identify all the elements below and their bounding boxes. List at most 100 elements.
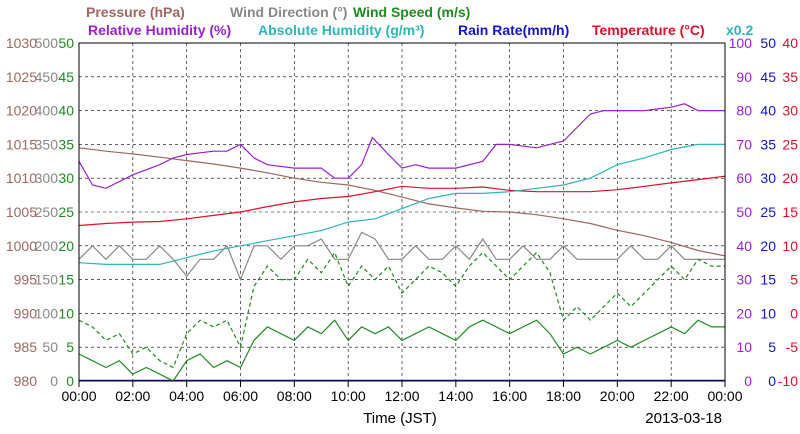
tick-temperature: 35: [782, 69, 798, 85]
series-relative-humidity: [78, 103, 725, 189]
tick-temperature: 0: [790, 305, 798, 321]
tick-pressure: 1025: [6, 69, 37, 85]
series-pressure-hpa: [78, 147, 726, 257]
tick-temperature: 5: [790, 272, 798, 288]
tick-wind-direction: 0: [50, 373, 58, 389]
x-tick-label: 04:00: [169, 388, 204, 404]
tick-relative-humidity: 50: [736, 204, 752, 220]
x-tick-label: 20:00: [600, 388, 635, 404]
tick-temperature: 30: [782, 103, 798, 119]
legend-wind-direction: Wind Direction (°): [230, 4, 347, 20]
tick-pressure: 1020: [6, 103, 37, 119]
grid: [79, 43, 725, 381]
tick-relative-humidity: 10: [736, 339, 752, 355]
x-tick-label: 16:00: [492, 388, 527, 404]
tick-pressure: 990: [14, 305, 38, 321]
tick-wind-direction: 350: [35, 136, 59, 152]
tick-pressure: 1005: [6, 204, 37, 220]
tick-temperature: 20: [782, 170, 798, 186]
tick-rain-rate: 25: [760, 204, 776, 220]
tick-rain-rate: 15: [760, 272, 776, 288]
legend-wind-speed-m-s: Wind Speed (m/s): [353, 4, 470, 20]
tick-temperature: 40: [782, 35, 798, 51]
x-tick-label: 10:00: [331, 388, 366, 404]
x-tick-label: 08:00: [277, 388, 312, 404]
tick-rain-rate: 50: [760, 35, 776, 51]
tick-wind-speed: 45: [58, 69, 74, 85]
tick-relative-humidity: 100: [729, 35, 753, 51]
tick-rain-rate: 5: [768, 339, 776, 355]
tick-rain-rate: 45: [760, 69, 776, 85]
tick-wind-direction: 300: [35, 170, 59, 186]
tick-wind-direction: 400: [35, 103, 59, 119]
tick-pressure: 980: [14, 373, 38, 389]
tick-wind-direction: 50: [42, 339, 58, 355]
x-tick-label: 12:00: [384, 388, 419, 404]
tick-wind-direction: 250: [35, 204, 59, 220]
tick-wind-speed: 40: [58, 103, 74, 119]
tick-wind-speed: 35: [58, 136, 74, 152]
tick-wind-speed: 0: [66, 373, 74, 389]
tick-rain-rate: 0: [768, 373, 776, 389]
tick-wind-direction: 500: [35, 35, 59, 51]
x-tick-label: 14:00: [438, 388, 473, 404]
tick-relative-humidity: 40: [736, 238, 752, 254]
legend-temperature-c: Temperature (°C): [592, 22, 705, 38]
x-tick-label: 02:00: [115, 388, 150, 404]
tick-temperature: 15: [782, 204, 798, 220]
legend: Pressure (hPa) Wind Direction (°) Wind Spe…: [86, 4, 753, 38]
tick-wind-speed: 50: [58, 35, 74, 51]
tick-wind-direction: 450: [35, 69, 59, 85]
series-wind-speed-m-s-gust: [78, 251, 725, 369]
tick-relative-humidity: 30: [736, 272, 752, 288]
tick-relative-humidity: 70: [736, 136, 752, 152]
series-absolute-humidity-g-m: [78, 143, 725, 265]
tick-rain-rate: 30: [760, 170, 776, 186]
tick-pressure: 1030: [6, 35, 37, 51]
tick-wind-speed: 10: [58, 305, 74, 321]
tick-wind-direction: 100: [35, 305, 59, 321]
x-tick-label: 22:00: [654, 388, 689, 404]
legend-absolute-humidity-g-m: Absolute Humidity (g/m³): [258, 22, 424, 38]
tick-relative-humidity: 20: [736, 305, 752, 321]
tick-temperature: 25: [782, 136, 798, 152]
x-axis: 00:00 02:00 04:00 06:00 08:00 10:00 12:00 14:00…: [61, 381, 743, 404]
tick-temperature: 10: [782, 238, 798, 254]
tick-pressure: 1015: [6, 136, 37, 152]
series-wind-speed-m-s: [78, 319, 725, 382]
tick-pressure: 1000: [6, 238, 37, 254]
tick-temperature: -10: [778, 373, 798, 389]
x-tick-label: 18:00: [546, 388, 581, 404]
tick-pressure: 985: [14, 339, 38, 355]
legend-rain-rate-mm-h: Rain Rate(mm/h): [458, 22, 569, 38]
left-axes: 9809859909951000100510101015102010251030…: [6, 35, 74, 389]
x-tick-label: 00:00: [707, 388, 742, 404]
tick-wind-speed: 25: [58, 204, 74, 220]
tick-rain-rate: 10: [760, 305, 776, 321]
legend-pressure-hpa: Pressure (hPa): [86, 4, 185, 20]
legend-x0-2: x0.2: [726, 22, 753, 38]
legend-relative-humidity: Relative Humidity (%): [88, 22, 231, 38]
tick-pressure: 1010: [6, 170, 37, 186]
tick-rain-rate: 40: [760, 103, 776, 119]
tick-pressure: 995: [14, 272, 38, 288]
tick-temperature: -5: [786, 339, 799, 355]
tick-wind-speed: 30: [58, 170, 74, 186]
series-temperature-c: [78, 175, 726, 227]
x-tick-label: 00:00: [61, 388, 96, 404]
tick-rain-rate: 20: [760, 238, 776, 254]
tick-relative-humidity: 80: [736, 103, 752, 119]
right-axes: 0 10 20 30 40 50 60 70 80 90 100 0 5 10 15 20 25 30 35 40 45…: [729, 35, 799, 389]
tick-relative-humidity: 60: [736, 170, 752, 186]
tick-rain-rate: 35: [760, 136, 776, 152]
tick-wind-direction: 200: [35, 238, 59, 254]
x-tick-label: 06:00: [223, 388, 258, 404]
tick-wind-speed: 15: [58, 272, 74, 288]
tick-wind-speed: 20: [58, 238, 74, 254]
tick-relative-humidity: 90: [736, 69, 752, 85]
tick-wind-direction: 150: [35, 272, 59, 288]
tick-wind-speed: 5: [66, 339, 74, 355]
x-axis-label: Time (JST): [363, 410, 437, 427]
chart-date: 2013-03-18: [645, 410, 722, 427]
